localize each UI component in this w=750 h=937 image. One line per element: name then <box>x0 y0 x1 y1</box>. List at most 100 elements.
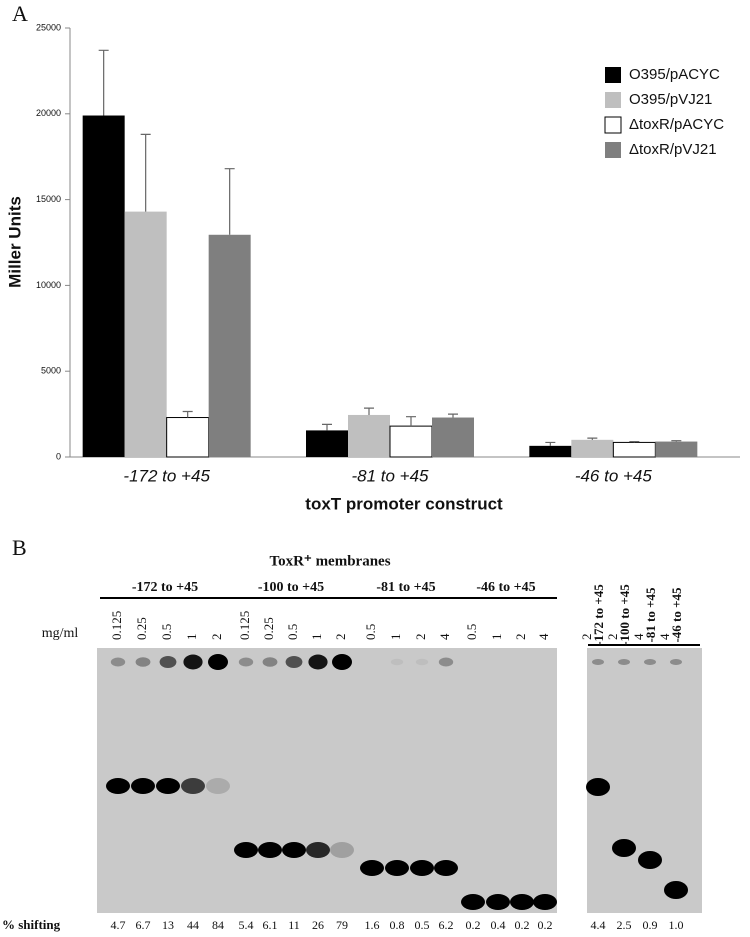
shift-label: % shifting <box>2 917 61 932</box>
well-band <box>390 658 404 666</box>
band <box>461 894 485 910</box>
lane-label: 0.5 <box>159 624 174 640</box>
well-band <box>644 659 656 665</box>
band <box>664 881 688 899</box>
lane-label: -100 to +45 <box>617 584 632 646</box>
band <box>510 894 534 910</box>
well-band <box>332 654 352 670</box>
lane-label: 1 <box>184 634 199 641</box>
x-tick-label: -172 to +45 <box>123 466 210 485</box>
band <box>282 842 306 858</box>
lane-label: 2 <box>413 634 428 641</box>
shift-value: 0.2 <box>515 918 530 932</box>
bar <box>529 445 572 457</box>
shift-value: 0.9 <box>643 918 658 932</box>
shift-value: 4.4 <box>591 918 606 932</box>
bar <box>348 414 390 457</box>
lane-label: 2 <box>333 634 348 641</box>
lane-label: 0.5 <box>285 624 300 640</box>
error-bar <box>364 407 374 415</box>
well-band <box>670 659 682 665</box>
band <box>106 778 130 794</box>
lane-label: 1 <box>388 634 403 641</box>
band <box>156 778 180 794</box>
bar <box>208 234 251 457</box>
lane-label: 0.125 <box>109 611 124 640</box>
lane-label: 1 <box>489 634 504 641</box>
band <box>258 842 282 858</box>
error-bar <box>671 440 682 442</box>
x-tick-label: -46 to +45 <box>575 466 653 485</box>
y-tick-label: 5000 <box>41 366 61 376</box>
error-bar <box>587 437 598 440</box>
legend-swatch <box>605 67 621 83</box>
error-bar <box>406 416 416 427</box>
shift-value: 1.0 <box>669 918 684 932</box>
well-band <box>618 659 630 665</box>
lane-label: -172 to +45 <box>591 584 606 646</box>
lane-label: 4 <box>437 633 452 640</box>
bar <box>612 441 656 458</box>
lane-label: 0.125 <box>237 611 252 640</box>
panel-label: B <box>12 535 27 560</box>
unit-label: mg/ml <box>42 626 79 641</box>
shift-value: 79 <box>336 918 348 932</box>
shift-value: 4.7 <box>111 918 126 932</box>
x-tick-label: -81 to +45 <box>351 466 429 485</box>
band <box>533 894 557 910</box>
band <box>306 842 330 858</box>
lane-label: 0.5 <box>464 624 479 640</box>
lane-label: 4 <box>657 633 672 640</box>
well-band <box>262 657 278 667</box>
shift-value: 0.4 <box>491 918 506 932</box>
group-label: -81 to +45 <box>376 580 435 595</box>
band <box>434 860 458 876</box>
well-band <box>308 654 328 670</box>
bar <box>82 115 125 458</box>
lane-label: 2 <box>209 634 224 641</box>
well-band <box>159 656 177 668</box>
bar <box>432 417 474 457</box>
legend-label: ΔtoxR/pVJ21 <box>629 141 717 158</box>
bar <box>124 211 167 457</box>
error-bar <box>322 423 332 431</box>
shift-value: 6.2 <box>439 918 454 932</box>
shift-value: 6.7 <box>136 918 151 932</box>
gel-title: ToxR⁺ membranes <box>269 553 390 569</box>
shift-value: 0.5 <box>415 918 430 932</box>
shift-value: 84 <box>212 918 224 932</box>
bar <box>166 417 210 458</box>
shift-value: 5.4 <box>239 918 254 932</box>
band <box>612 839 636 857</box>
shift-value: 13 <box>162 918 174 932</box>
well-band <box>238 657 254 667</box>
band <box>181 778 205 794</box>
well-band <box>183 654 203 670</box>
bar <box>655 441 698 457</box>
band <box>385 860 409 876</box>
lane-label: 0.5 <box>363 624 378 640</box>
y-tick-label: 10000 <box>36 280 61 290</box>
panel-label: A <box>12 1 28 26</box>
gel-bands <box>106 654 688 910</box>
lane-label: 2 <box>605 634 620 641</box>
band <box>360 860 384 876</box>
error-bar <box>182 410 193 418</box>
group-label: -46 to +45 <box>476 580 535 595</box>
shift-value: 0.2 <box>538 918 553 932</box>
group-label: -100 to +45 <box>258 580 324 595</box>
shift-value: 0.8 <box>390 918 405 932</box>
bar <box>571 439 614 457</box>
legend-swatch <box>605 92 621 108</box>
error-bar <box>545 441 556 446</box>
lane-label: -81 to +45 <box>643 587 658 643</box>
band <box>330 842 354 858</box>
y-tick-label: 25000 <box>36 22 61 32</box>
well-band <box>592 659 604 665</box>
band <box>131 778 155 794</box>
y-axis-label: Miller Units <box>5 196 24 288</box>
legend-label: O395/pACYC <box>629 66 720 83</box>
lane-label: 2 <box>513 634 528 641</box>
shift-value: 2.5 <box>617 918 632 932</box>
